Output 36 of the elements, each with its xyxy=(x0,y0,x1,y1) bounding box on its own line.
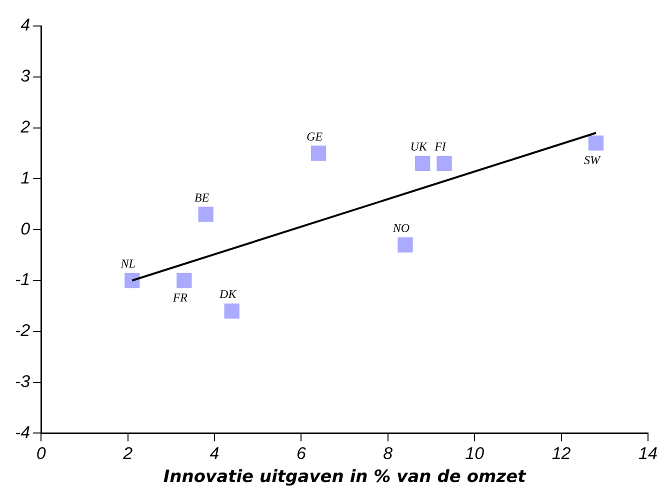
x-tick-label: 12 xyxy=(552,444,572,464)
x-tick-label: 10 xyxy=(465,444,485,464)
y-tick-label: 3 xyxy=(20,66,31,86)
annotation: GE xyxy=(306,129,324,144)
x-tick-label: 0 xyxy=(36,444,46,464)
annotation: NL xyxy=(120,256,136,271)
y-tick-label: 2 xyxy=(20,118,31,137)
x-tick-label: 4 xyxy=(210,444,220,464)
point xyxy=(176,272,192,288)
y-tick-label: -4 xyxy=(14,422,30,442)
point xyxy=(198,206,214,222)
annotation: SW xyxy=(584,153,601,168)
x-tick-label: 8 xyxy=(383,444,394,464)
point xyxy=(398,237,413,252)
y-tick-label: 1 xyxy=(20,168,30,188)
x-tick-label: 14 xyxy=(638,444,658,464)
y-tick-label: 0 xyxy=(20,219,31,238)
x-axis-title: Innovatie uitgaven in % van de omzet xyxy=(163,467,527,488)
point xyxy=(124,272,140,288)
point xyxy=(436,156,452,171)
point xyxy=(415,156,430,171)
annotation: NO xyxy=(392,221,410,236)
point xyxy=(588,136,604,151)
annotation: FR xyxy=(172,290,188,305)
annotation: FI xyxy=(434,140,447,154)
point xyxy=(224,303,240,319)
annotation: DK xyxy=(218,287,238,302)
x-tick-label: 6 xyxy=(296,444,306,464)
point xyxy=(310,146,326,161)
y-tick-label: -3 xyxy=(14,372,31,392)
x-tick-label: 2 xyxy=(122,444,134,464)
annotation: UK xyxy=(410,140,428,154)
y-tick-label: -2 xyxy=(14,321,31,340)
y-tick-label: -1 xyxy=(14,270,30,290)
annotation: BE xyxy=(194,190,210,204)
y-tick-label: 4 xyxy=(20,16,30,35)
